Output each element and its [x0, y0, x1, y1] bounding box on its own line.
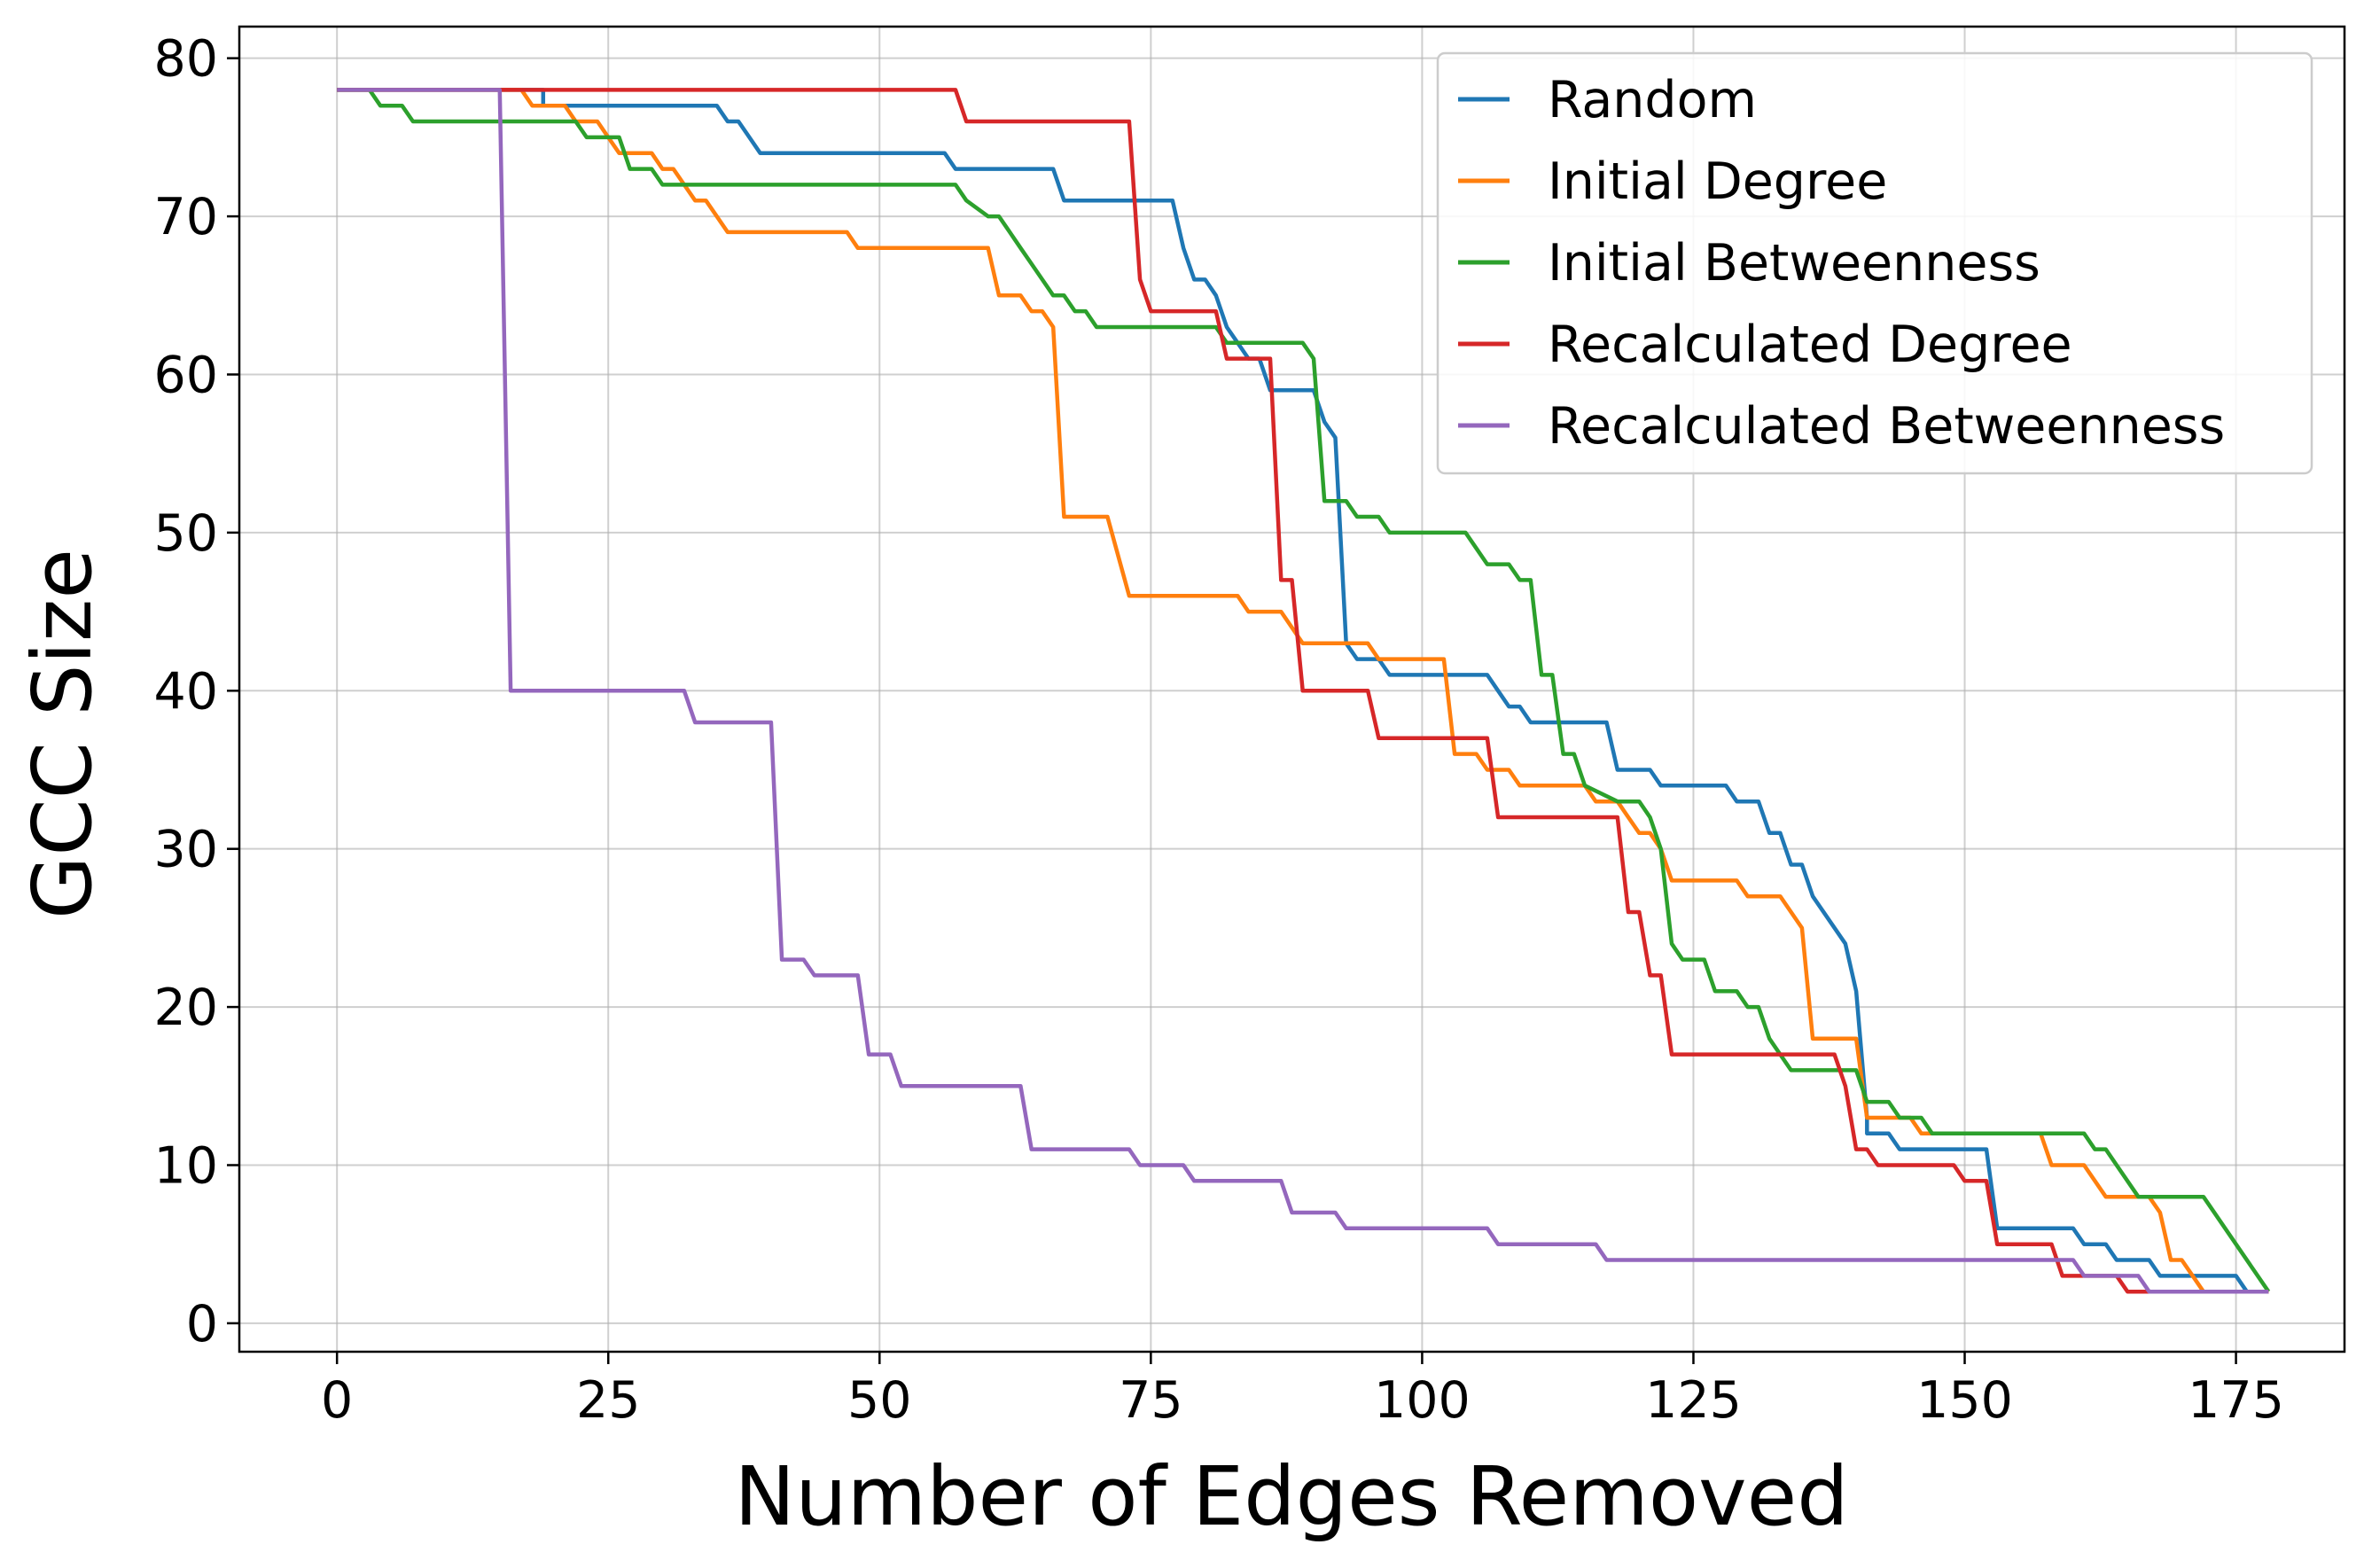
x-tick-label: 175 — [2188, 1371, 2284, 1430]
y-tick-label: 0 — [186, 1295, 218, 1353]
x-tick-label: 25 — [576, 1371, 641, 1430]
series-line-recalculated-degree — [337, 88, 2269, 1294]
y-tick-label: 10 — [153, 1136, 218, 1195]
legend-box — [1436, 51, 2313, 475]
legend-label: Initial Betweenness — [1548, 234, 2040, 293]
x-tick-label: 0 — [321, 1371, 353, 1430]
x-tick-label: 75 — [1119, 1371, 1183, 1430]
series-line-random — [337, 88, 2269, 1294]
series-line-recalculated-betweenness — [337, 88, 2269, 1294]
x-axis-label: Number of Edges Removed — [734, 1449, 1848, 1544]
x-tick-label: 125 — [1645, 1371, 1742, 1430]
legend-label: Random — [1548, 71, 1757, 129]
legend-label: Initial Degree — [1548, 152, 1887, 211]
y-axis-label: GCC Size — [15, 549, 110, 919]
series-line-initial-betweenness — [337, 88, 2271, 1293]
y-tick-label: 20 — [153, 979, 218, 1037]
legend: Random Initial Degree Initial Betweenness R… — [1436, 51, 2313, 475]
x-tick-label: 150 — [1916, 1371, 2013, 1430]
x-tick-label: 100 — [1374, 1371, 1471, 1430]
axis-ticks: 0 25 50 75 100 125 150 175 0 10 20 30 40 50 60 70 80 — [153, 30, 2284, 1430]
y-tick-label: 50 — [153, 504, 218, 563]
y-tick-label: 70 — [153, 188, 218, 246]
plot-frame — [238, 25, 2346, 1353]
y-tick-label: 40 — [153, 662, 218, 721]
legend-label: Recalculated Betweenness — [1548, 397, 2225, 456]
y-tick-label: 80 — [153, 30, 218, 89]
legend-label: Recalculated Degree — [1548, 316, 2072, 374]
series-lines — [337, 88, 2271, 1294]
x-tick-label: 50 — [847, 1371, 912, 1430]
y-tick-label: 60 — [153, 346, 218, 404]
y-tick-label: 30 — [153, 821, 218, 879]
